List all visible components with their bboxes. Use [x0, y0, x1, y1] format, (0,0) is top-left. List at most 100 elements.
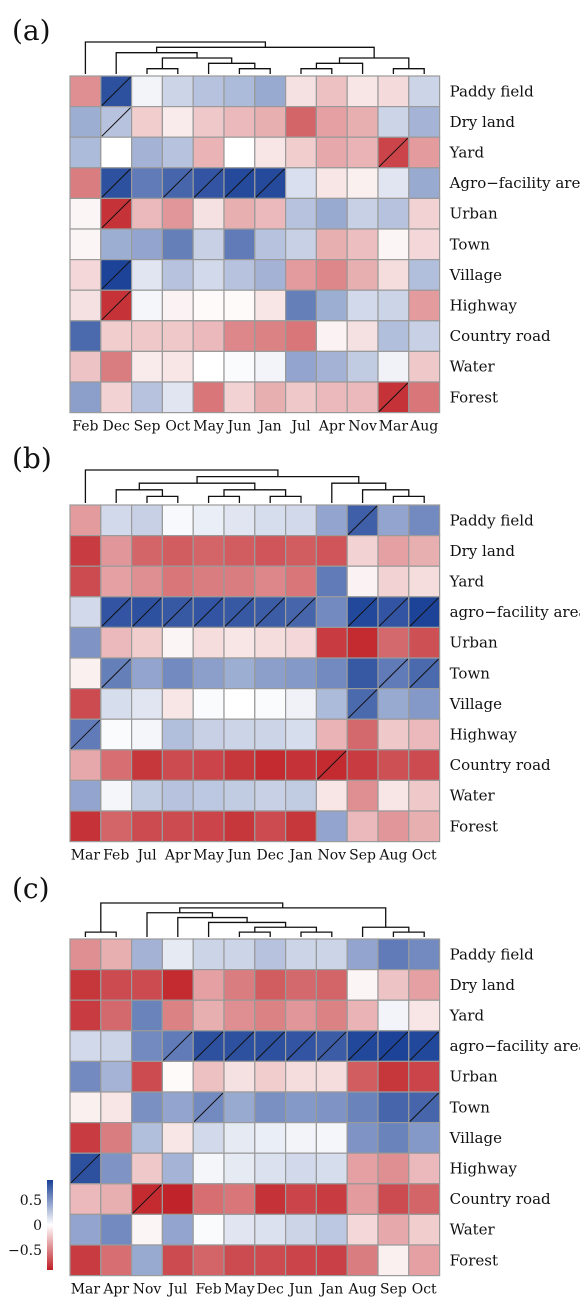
heatmap-cell	[408, 381, 441, 414]
heatmap-cell	[408, 534, 441, 567]
heatmap-cell	[131, 938, 164, 971]
heatmap-cell	[161, 1091, 194, 1124]
heatmap-cell	[161, 1152, 194, 1185]
heatmap-cell	[254, 1183, 287, 1216]
heatmap-cell	[161, 749, 194, 781]
heatmap-cell	[100, 1121, 133, 1154]
heatmap-cell	[315, 504, 348, 537]
heatmap-cell	[315, 167, 348, 200]
heatmap-cell	[408, 350, 441, 383]
heatmap-cell	[192, 1060, 225, 1093]
cell-diagonal-mark	[317, 1031, 347, 1061]
dendrogram-branch	[207, 495, 241, 503]
heatmap-cell	[131, 534, 164, 567]
heatmap-cell	[69, 657, 102, 690]
heatmap-cell	[346, 228, 379, 261]
heatmap-cell	[408, 779, 441, 812]
cell-diagonal-mark	[70, 719, 101, 750]
cell-diagonal-mark	[255, 168, 285, 198]
heatmap-cell	[192, 259, 225, 291]
heatmap-cell	[315, 228, 348, 261]
row-label: Town	[450, 664, 491, 682]
heatmap-cell	[223, 938, 256, 971]
heatmap-cell	[223, 136, 256, 169]
heatmap-cell	[223, 1213, 256, 1246]
heatmap-cell	[285, 197, 318, 230]
heatmap-cell	[69, 289, 102, 322]
heatmap-cell	[346, 749, 379, 781]
heatmap-cell	[254, 565, 287, 598]
column-label: Sep	[134, 419, 161, 435]
heatmap-cell	[69, 381, 102, 414]
heatmap-cell	[346, 938, 379, 971]
heatmap-cell	[100, 626, 133, 659]
heatmap-cell	[408, 1244, 441, 1277]
heatmap-cell	[408, 504, 441, 537]
row-label: Dry land	[450, 113, 516, 131]
heatmap-cell	[192, 749, 225, 781]
heatmap-cell	[223, 1121, 256, 1154]
dendrogram-branch	[115, 52, 198, 74]
heatmap-cell	[69, 749, 102, 781]
heatmap-cell	[69, 1060, 102, 1093]
heatmap-cell	[131, 259, 164, 291]
heatmap-cell	[285, 1091, 318, 1124]
column-label: Feb	[103, 848, 129, 864]
heatmap-cell	[315, 1152, 348, 1185]
heatmap-cell	[285, 1213, 318, 1246]
heatmap-cell	[346, 197, 379, 230]
dendrogram-branch	[196, 475, 360, 484]
heatmap-cell	[315, 596, 348, 628]
heatmap-cell	[161, 1060, 194, 1093]
cell-diagonal-mark	[409, 1031, 439, 1061]
heatmap-cell	[161, 1244, 194, 1277]
dendrogram-branch	[254, 926, 318, 933]
dendrogram-branch	[238, 931, 271, 937]
column-label: Dec	[257, 1282, 285, 1298]
heatmap-cell	[254, 687, 287, 720]
cell-diagonal-mark	[409, 1092, 439, 1122]
heatmap-cell	[100, 350, 133, 383]
heatmap-cell	[223, 1060, 256, 1093]
column-label: Oct	[165, 419, 190, 435]
heatmap-cell	[131, 228, 164, 261]
heatmap-cell	[408, 1121, 441, 1154]
heatmap-cell	[192, 626, 225, 659]
heatmap-cell	[131, 350, 164, 383]
heatmap-cell	[100, 968, 133, 1001]
heatmap-cell	[223, 105, 256, 138]
heatmap-cell	[131, 1060, 164, 1093]
heatmap-cell	[69, 1121, 102, 1154]
heatmap-cell	[69, 1030, 102, 1063]
heatmap-cell	[192, 968, 225, 1001]
row-label: Village	[449, 266, 503, 284]
heatmap-cell	[315, 197, 348, 230]
heatmap-cell	[315, 1121, 348, 1154]
heatmap-cell	[100, 810, 133, 843]
cell-diagonal-mark	[347, 1031, 378, 1061]
heatmap-cell	[285, 626, 318, 659]
dendrogram-branch	[300, 68, 333, 74]
heatmap-cell	[131, 779, 164, 812]
heatmap-cell	[254, 1244, 287, 1277]
heatmap-cell	[285, 504, 318, 537]
heatmap-cell	[285, 228, 318, 261]
row-label: Urban	[450, 205, 498, 223]
heatmap-cell	[131, 1244, 164, 1277]
heatmap-cell	[223, 75, 256, 108]
row-label: Village	[449, 695, 503, 713]
heatmap-cell	[254, 136, 287, 169]
heatmap-cell	[285, 259, 318, 291]
panel-label: (b)	[12, 442, 52, 475]
cell-diagonal-mark	[101, 199, 131, 229]
column-label: Apr	[164, 848, 191, 864]
heatmap-cell	[254, 749, 287, 781]
heatmap-cell	[131, 320, 164, 352]
heatmap-cell	[223, 259, 256, 291]
heatmap-cell	[100, 1183, 133, 1216]
heatmap-cell	[315, 626, 348, 659]
heatmap-cell	[315, 320, 348, 352]
heatmap-cell	[254, 1121, 287, 1154]
heatmap-cell	[315, 565, 348, 598]
heatmap-cell	[408, 749, 441, 781]
